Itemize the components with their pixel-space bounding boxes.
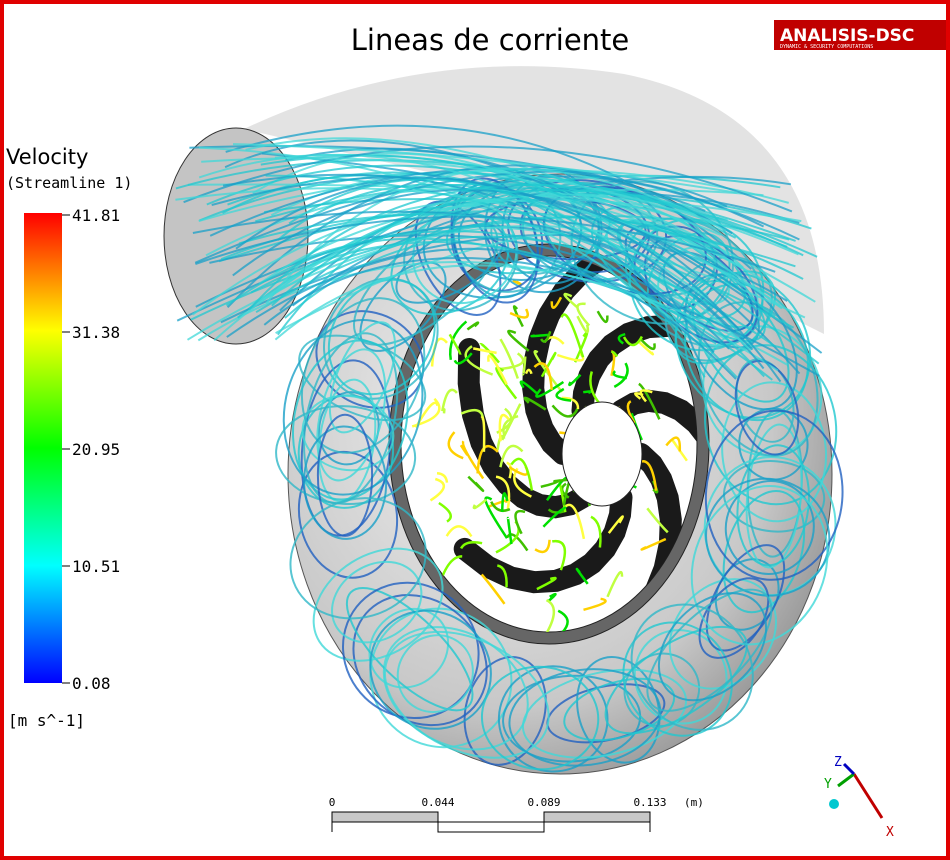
legend-variable: Velocity: [6, 145, 88, 169]
color-tick-label: 41.81: [72, 206, 120, 225]
logo-tagline: DYNAMIC & SECURITY COMPUTATIONS: [780, 44, 873, 50]
title: Lineas de corriente: [351, 23, 630, 57]
scale-label: 0.089: [527, 796, 560, 809]
scale-segment: [438, 822, 544, 832]
logo-name: ANALISIS-DSC: [780, 26, 914, 46]
x-label: X: [886, 825, 894, 840]
scale-label: 0.044: [421, 796, 454, 809]
z-label: Z: [834, 755, 842, 770]
scale-segment: [544, 812, 650, 822]
scene: Lineas de corriente ANALISIS-DSC DYNAMIC…: [4, 4, 946, 856]
legend-unit: [m s^-1]: [8, 711, 85, 730]
color-tick-label: 10.51: [72, 557, 120, 576]
hub: [562, 402, 642, 506]
scale-bar: 0 0.044 0.089 0.133 (m): [329, 796, 704, 832]
impeller-streamline: [583, 391, 591, 392]
scale-unit: (m): [684, 796, 704, 809]
y-axis-arrow: [838, 774, 854, 786]
legend-source: (Streamline 1): [6, 174, 132, 192]
axis-triad: Z Y X: [824, 755, 894, 840]
z-axis-arrow: [844, 764, 854, 774]
scale-segment: [332, 812, 438, 822]
viewport: Lineas de corriente ANALISIS-DSC DYNAMIC…: [0, 0, 950, 860]
origin-marker: [829, 799, 839, 809]
color-bar: [24, 213, 62, 683]
pump-geometry: [164, 66, 851, 783]
y-label: Y: [824, 777, 832, 792]
logo: ANALISIS-DSC DYNAMIC & SECURITY COMPUTAT…: [774, 20, 946, 50]
impeller-streamline: [532, 335, 549, 336]
scale-label: 0.133: [633, 796, 666, 809]
color-tick-label: 0.08: [72, 674, 111, 693]
legend: Velocity (Streamline 1) 41.81 31.38 20.95 1…: [6, 145, 132, 730]
color-tick-label: 20.95: [72, 440, 120, 459]
scale-label: 0: [329, 796, 336, 809]
color-tick-label: 31.38: [72, 323, 120, 342]
x-axis-arrow: [854, 774, 882, 818]
